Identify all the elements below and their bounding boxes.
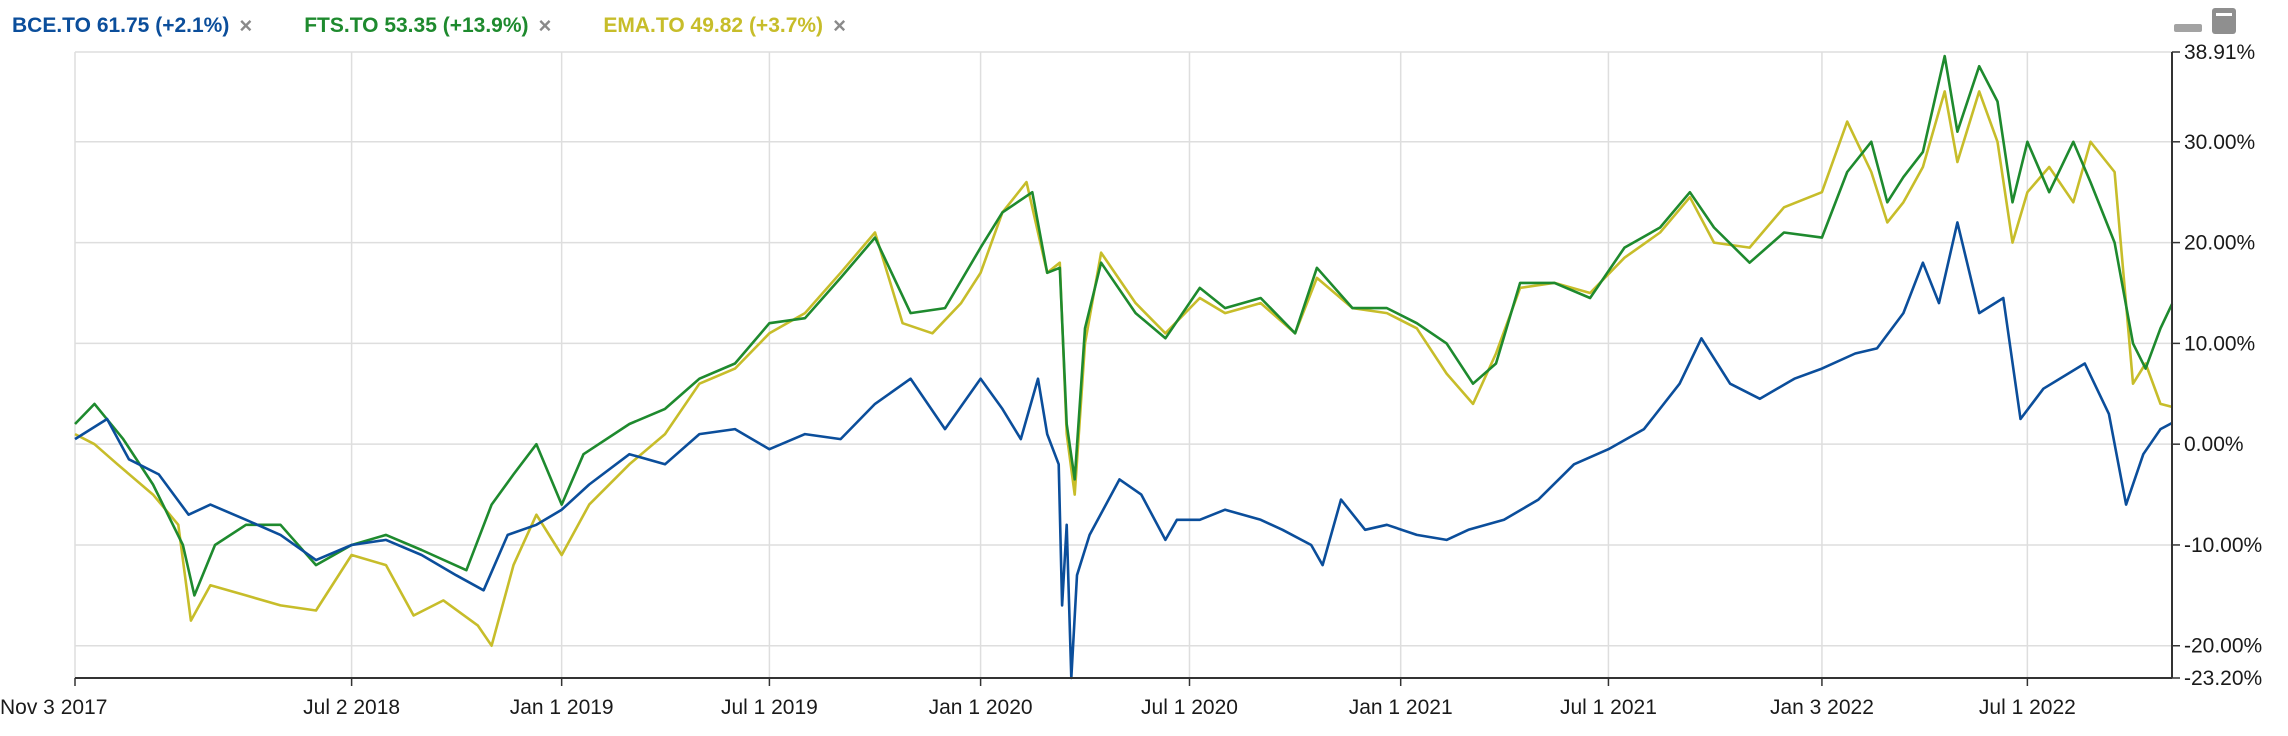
legend-ticker: FTS.TO <box>304 14 379 37</box>
series-lines <box>74 54 2174 680</box>
y-tick-label: -10.00% <box>2184 534 2262 557</box>
legend-ticker: EMA.TO <box>603 14 685 37</box>
minimize-icon[interactable] <box>2174 24 2202 32</box>
remove-series-icon[interactable]: × <box>538 13 552 38</box>
x-tick-label: Jul 2 2018 <box>303 696 400 719</box>
y-tick-label: -20.00% <box>2184 635 2262 658</box>
maximize-icon[interactable] <box>2212 8 2236 34</box>
legend-ticker: BCE.TO <box>12 14 91 37</box>
legend-item-fts[interactable]: FTS.TO 53.35 (+13.9%) × <box>304 14 551 38</box>
legend-label-fts: FTS.TO 53.35 (+13.9%) <box>304 14 528 38</box>
x-tick-label: Nov 3 2017 <box>0 696 107 719</box>
x-tick-label: Jan 1 2021 <box>1349 696 1453 719</box>
x-tick-label: Jan 1 2019 <box>510 696 614 719</box>
y-tick-label: 0.00% <box>2184 433 2244 456</box>
legend-price: 49.82 <box>690 14 744 37</box>
legend-item-bce[interactable]: BCE.TO 61.75 (+2.1%) × <box>12 14 252 38</box>
x-tick-label: Jul 1 2021 <box>1560 696 1657 719</box>
chart-legend: BCE.TO 61.75 (+2.1%) × FTS.TO 53.35 (+13… <box>12 10 898 42</box>
x-tick-label: Jul 1 2022 <box>1979 696 2076 719</box>
legend-item-ema[interactable]: EMA.TO 49.82 (+3.7%) × <box>603 14 846 38</box>
y-tick-label: 20.00% <box>2184 232 2255 255</box>
legend-change: (+2.1%) <box>155 14 230 37</box>
remove-series-icon[interactable]: × <box>833 13 846 38</box>
series-line-ema-to <box>74 90 2173 647</box>
legend-price: 53.35 <box>384 14 437 37</box>
x-tick-label: Jul 1 2019 <box>721 696 818 719</box>
legend-change: (+13.9%) <box>442 14 529 37</box>
remove-series-icon[interactable]: × <box>239 13 253 38</box>
y-tick-label: 30.00% <box>2184 131 2255 154</box>
legend-change: (+3.7%) <box>748 14 824 37</box>
series-line-bce-to <box>74 221 2173 680</box>
x-tick-label: Jan 3 2022 <box>1770 696 1874 719</box>
y-tick-label: 10.00% <box>2184 332 2255 355</box>
legend-price: 61.75 <box>96 14 150 37</box>
x-tick-label: Jul 1 2020 <box>1141 696 1238 719</box>
window-controls <box>2174 8 2236 34</box>
legend-label-ema: EMA.TO 49.82 (+3.7%) <box>603 14 823 38</box>
y-tick-label: -23.20% <box>2184 667 2262 690</box>
series-line-fts-to <box>74 54 2174 597</box>
x-tick-label: Jan 1 2020 <box>929 696 1033 719</box>
y-tick-label: 38.91% <box>2184 41 2255 64</box>
legend-label-bce: BCE.TO 61.75 (+2.1%) <box>12 14 229 38</box>
axes: Nov 3 2017 Jul 2 2018 Jan 1 2019 Jul 1 2019… <box>0 41 2262 719</box>
